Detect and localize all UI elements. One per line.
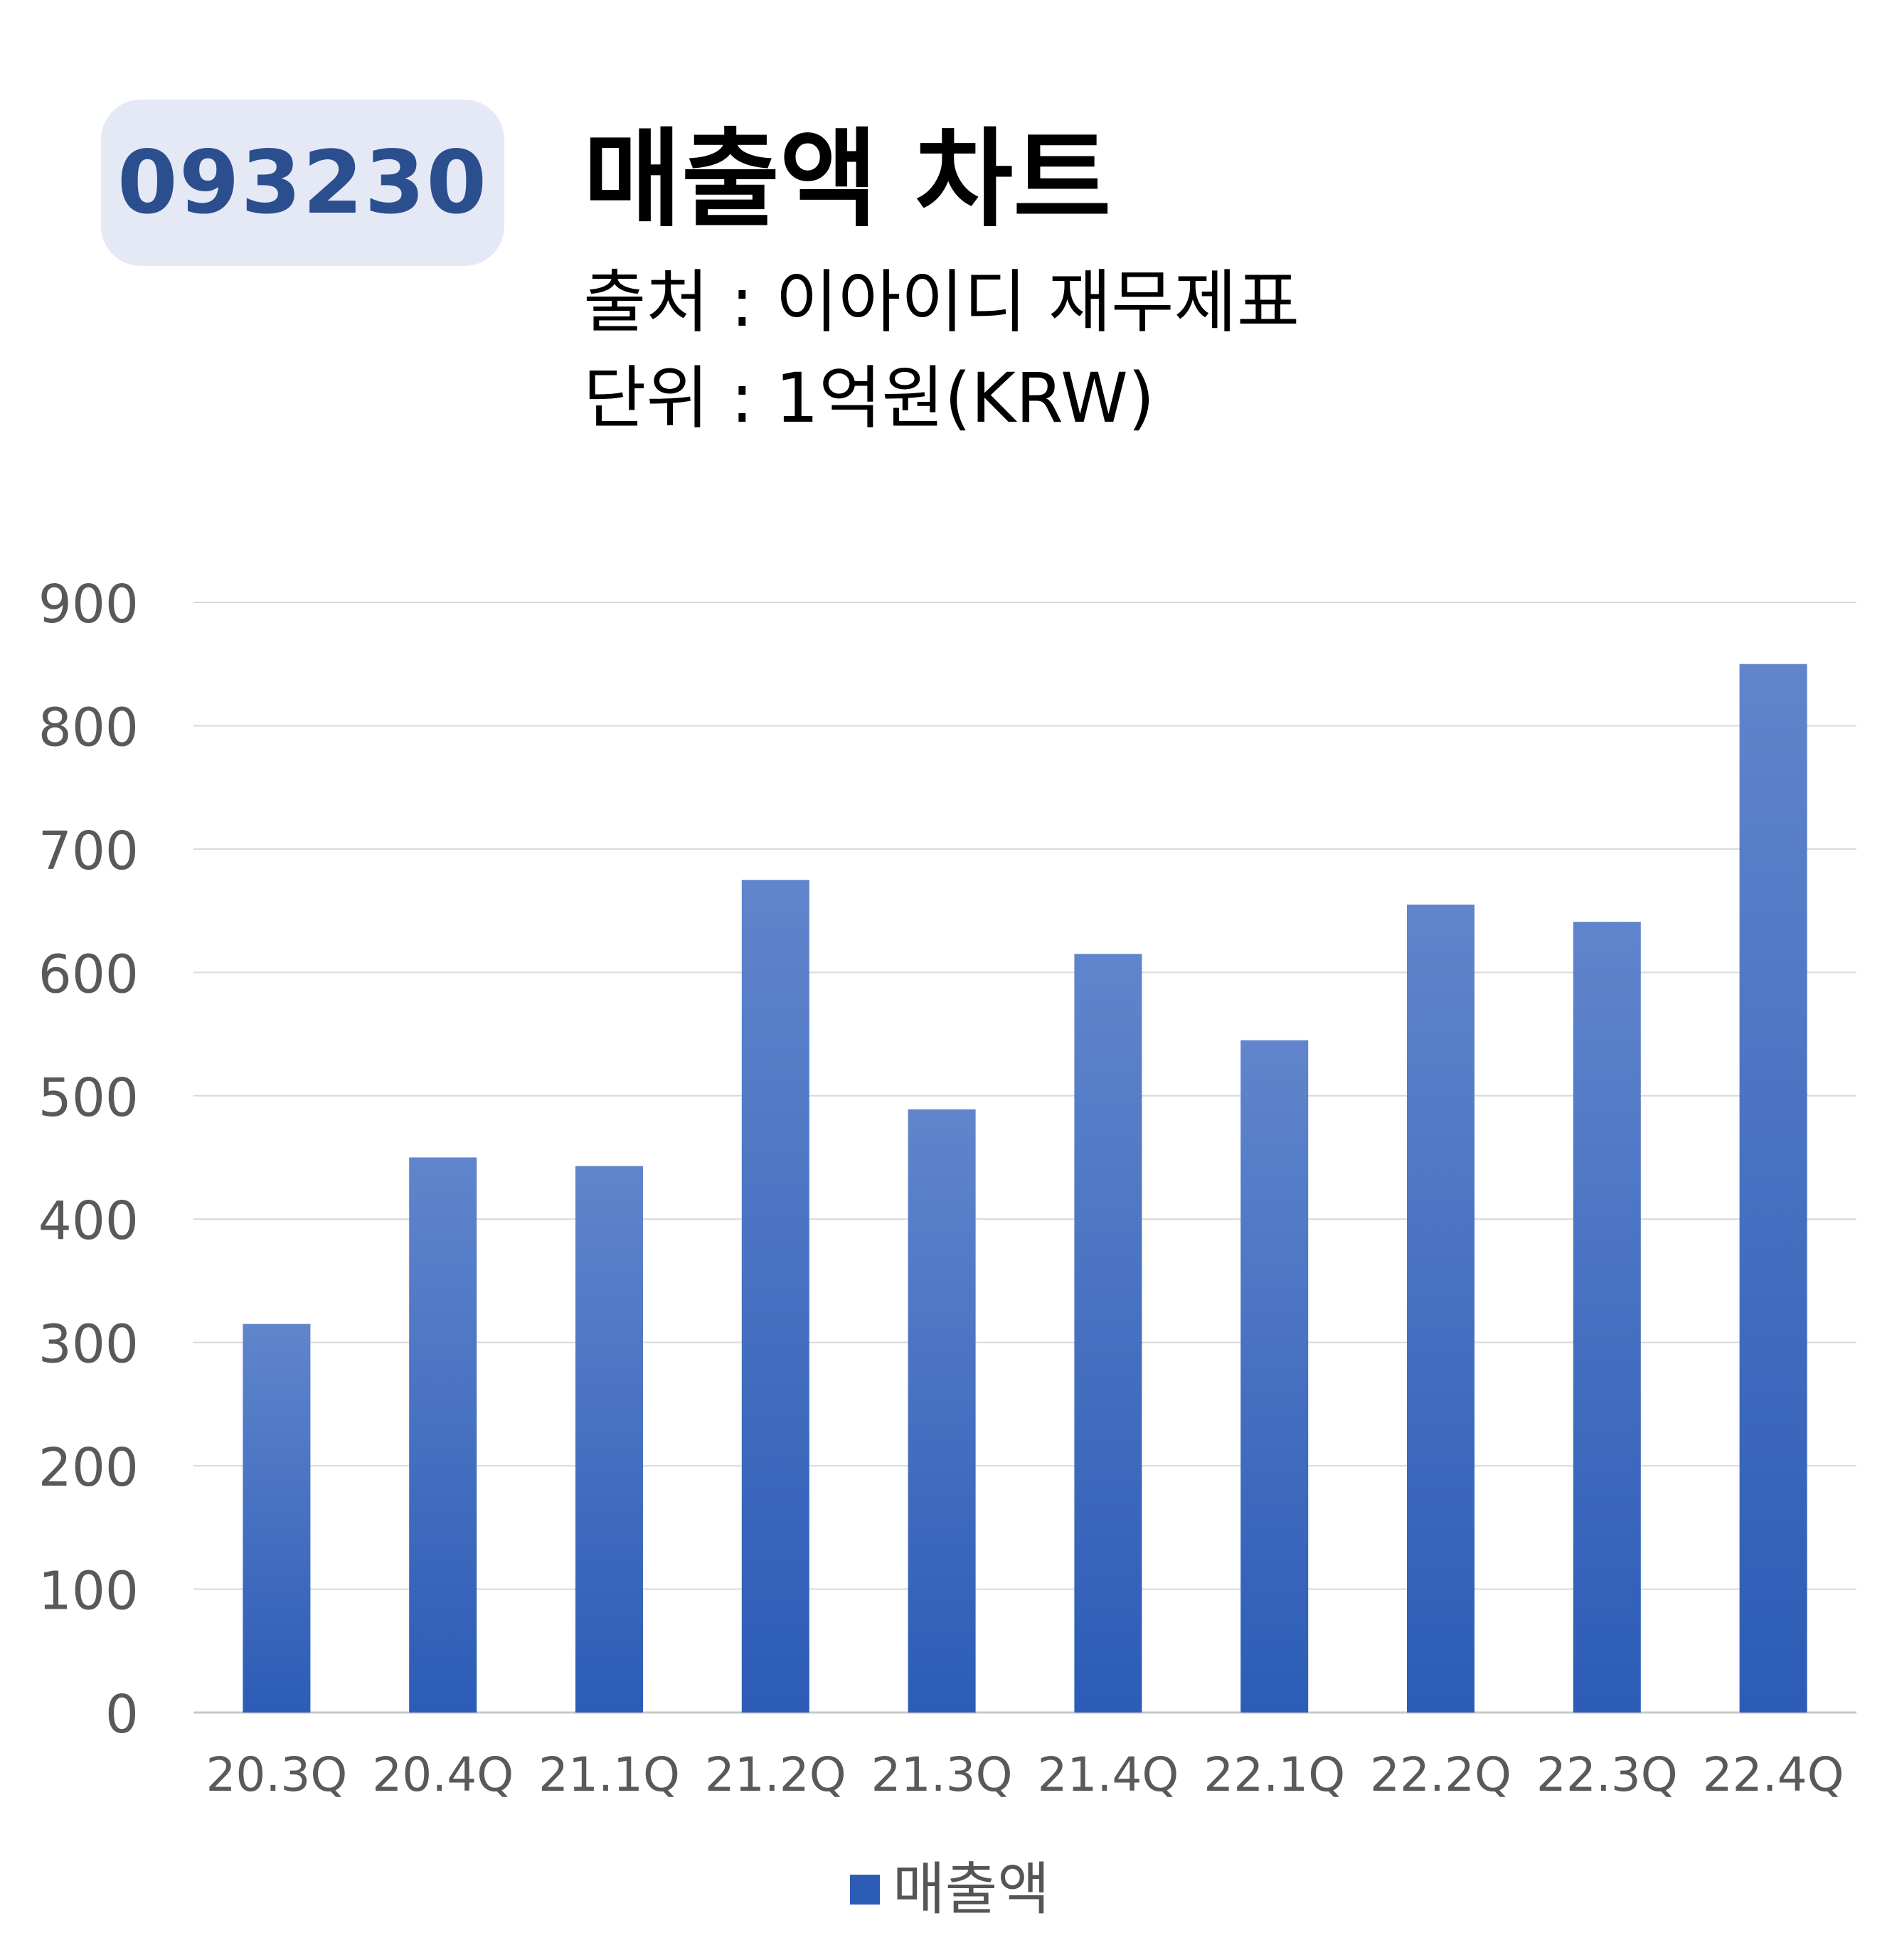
bar xyxy=(1240,1040,1309,1713)
bar xyxy=(575,1166,643,1713)
bar xyxy=(908,1109,976,1713)
chart-title: 매출액 차트 xyxy=(583,118,1112,242)
legend-swatch xyxy=(850,1875,880,1905)
y-tick-label: 800 xyxy=(38,697,139,758)
x-tick-label: 21.4Q xyxy=(1037,1747,1179,1802)
x-tick-label: 22.2Q xyxy=(1370,1747,1511,1802)
ticker-code: 093230 xyxy=(117,132,489,233)
bar xyxy=(409,1157,477,1713)
y-tick-label: 0 xyxy=(105,1684,139,1745)
legend-label: 매출액 xyxy=(893,1856,1050,1922)
y-tick-label: 300 xyxy=(38,1314,139,1375)
bars xyxy=(243,664,1807,1713)
y-axis-ticks: 0 100 200 300 400 500 600 700 800 900 xyxy=(38,574,139,1745)
legend: 매출액 xyxy=(850,1858,1050,1922)
x-tick-label: 22.1Q xyxy=(1203,1747,1345,1802)
y-tick-label: 100 xyxy=(38,1561,139,1622)
bar xyxy=(1573,922,1641,1713)
x-axis-ticks: 20.3Q 20.4Q 21.1Q 21.2Q 21.3Q 21.4Q 22.1Q 22.2Q… xyxy=(206,1747,1844,1802)
bar xyxy=(1407,904,1474,1713)
y-tick-label: 500 xyxy=(38,1067,139,1129)
ticker-badge: 093230 xyxy=(101,100,504,266)
bar xyxy=(243,1323,311,1713)
x-tick-label: 22.3Q xyxy=(1536,1747,1678,1802)
x-tick-label: 21.1Q xyxy=(538,1747,680,1802)
x-tick-label: 22.4Q xyxy=(1703,1747,1844,1802)
y-tick-label: 700 xyxy=(38,821,139,882)
unit-line: 단위 : 1억원(KRW) xyxy=(583,358,1155,438)
y-tick-label: 600 xyxy=(38,944,139,1005)
bar xyxy=(1739,664,1807,1713)
bar xyxy=(741,880,809,1713)
y-tick-label: 200 xyxy=(38,1437,139,1498)
x-tick-label: 20.3Q xyxy=(206,1747,347,1802)
bar xyxy=(1074,954,1142,1713)
x-tick-label: 21.3Q xyxy=(871,1747,1013,1802)
y-tick-label: 900 xyxy=(38,574,139,635)
y-tick-label: 400 xyxy=(38,1191,139,1252)
x-tick-label: 21.2Q xyxy=(705,1747,846,1802)
source-line: 출처 : 이아이디 재무제표 xyxy=(583,262,1300,342)
x-tick-label: 20.4Q xyxy=(372,1747,514,1802)
